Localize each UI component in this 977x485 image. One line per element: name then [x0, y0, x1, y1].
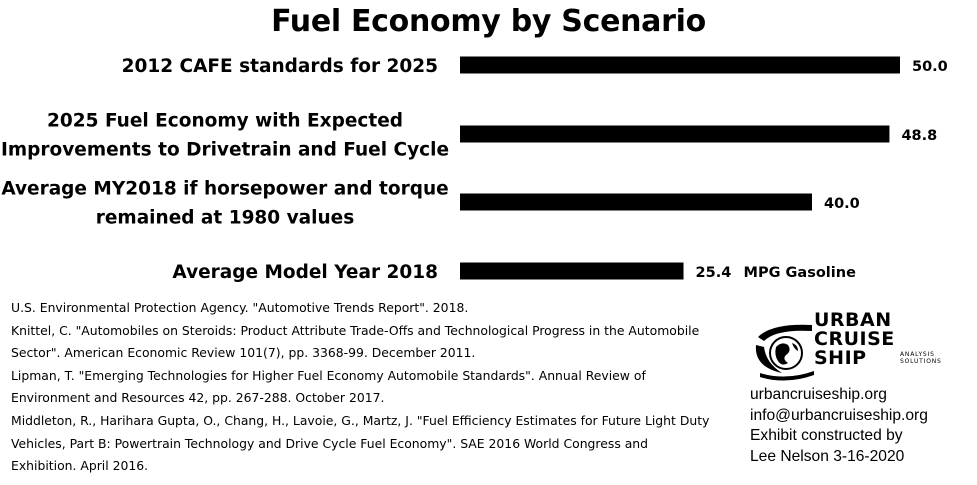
logo-line-1: URBAN — [814, 309, 892, 331]
bar-0 — [460, 56, 900, 74]
value-label-3: 25.4 — [696, 265, 732, 281]
logo-wordmark: URBAN CRUISE SHIP ANALYSIS SOLUTIONS — [814, 309, 941, 369]
reference-epa: U.S. Environmental Protection Agency. "A… — [11, 300, 469, 315]
logo-line-3: SHIP — [814, 347, 867, 369]
references-list: U.S. Environmental Protection Agency. "A… — [11, 297, 711, 478]
category-label-1-line-0: 2025 Fuel Economy with Expected — [47, 111, 403, 132]
bar-3 — [460, 262, 684, 280]
globe-ship-icon — [755, 324, 814, 381]
category-label-0-line-0: 2012 CAFE standards for 2025 — [122, 56, 438, 77]
reference-knittel: Knittel, C. "Automobiles on Steroids: Pr… — [11, 322, 700, 361]
category-label-1-line-1: Improvements to Drivetrain and Fuel Cycl… — [1, 140, 449, 161]
category-label-2-line-0: Average MY2018 if horsepower and torque — [1, 179, 448, 200]
bar-1 — [460, 125, 890, 143]
urban-cruise-ship-logo: URBAN CRUISE SHIP ANALYSIS SOLUTIONS — [752, 309, 941, 389]
email-text: info@urbancruiseship.org — [750, 406, 928, 424]
category-label-2-line-1: remained at 1980 values — [96, 208, 355, 229]
website-text: urbancruiseship.org — [750, 386, 887, 403]
bar-chart: 50.0 2012 CAFE standards for 2025 48.8 2025… — [1, 56, 948, 283]
bar-2 — [460, 193, 812, 211]
category-label-3-line-0: Average Model Year 2018 — [172, 262, 438, 283]
logo-subtitle: ANALYSIS SOLUTIONS — [900, 351, 942, 365]
logo-line-2: CRUISE — [814, 328, 895, 350]
credit-line-1: Exhibit constructed by — [750, 427, 903, 444]
value-label-0: 50.0 — [912, 59, 948, 75]
chart-title: Fuel Economy by Scenario — [271, 4, 706, 39]
contact-block: urbancruiseship.org info@urbancruiseship… — [750, 385, 975, 467]
reference-middleton: Middleton, R., Harihara Gupta, O., Chang… — [11, 412, 710, 474]
reference-lipman: Lipman, T. "Emerging Technologies for Hi… — [11, 367, 646, 406]
unit-annotation: MPG Gasoline — [744, 265, 857, 281]
value-label-1: 48.8 — [901, 128, 937, 144]
credit-line-2: Lee Nelson 3-16-2020 — [750, 447, 905, 465]
value-label-2: 40.0 — [824, 196, 860, 212]
